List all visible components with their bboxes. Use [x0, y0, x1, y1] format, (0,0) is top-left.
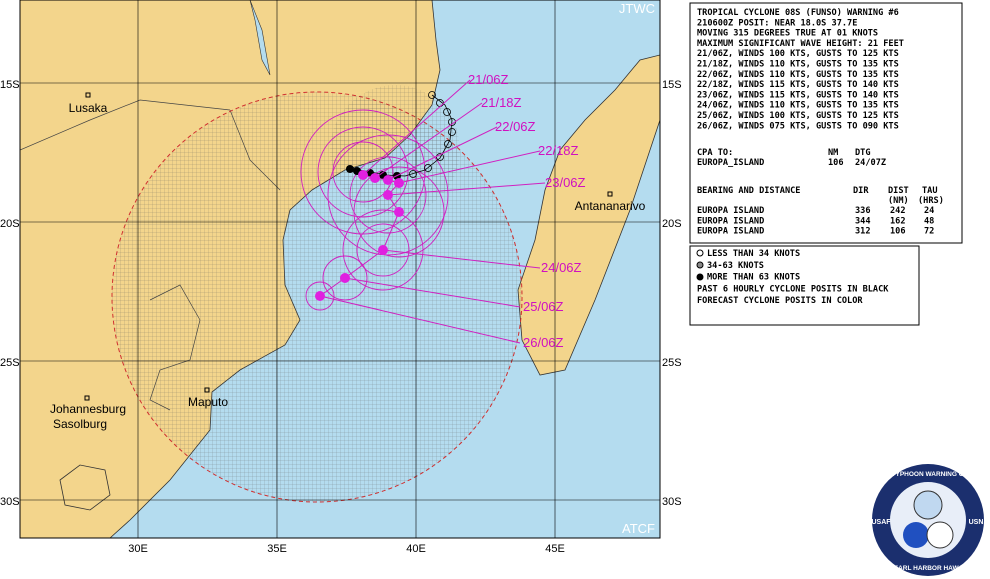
bearing-header: TAU — [922, 186, 938, 196]
legend-symbol — [696, 261, 704, 269]
bearing-cell: EUROPA ISLAND — [697, 227, 764, 237]
warning-line: 21/18Z, WINDS 110 KTS, GUSTS TO 135 KTS — [697, 60, 899, 70]
legend-line: FORECAST CYCLONE POSITS IN COLOR — [697, 296, 863, 306]
lon-label: 40E — [406, 543, 426, 555]
agency-label: ATCF — [622, 521, 655, 536]
lon-label: 35E — [267, 543, 287, 555]
cpa-cell: EUROPA_ISLAND — [697, 158, 764, 168]
track-label: 24/06Z — [541, 260, 582, 275]
warning-line: TROPICAL CYCLONE 08S (FUNSO) WARNING #6 — [697, 8, 899, 18]
bearing-cell: EUROPA ISLAND — [697, 216, 764, 226]
bearing-cell: EUROPA ISLAND — [697, 206, 764, 216]
bearing-cell: 24 — [924, 206, 934, 216]
cpa-header: NM — [828, 148, 838, 158]
city-label: Johannesburg — [50, 402, 126, 416]
cpa-header: DTG — [855, 148, 871, 158]
bearing-unit: (HRS) — [918, 196, 944, 206]
grid — [20, 0, 660, 538]
city-label: Lusaka — [69, 101, 108, 115]
bearing-header: DIST — [888, 186, 909, 196]
warning-line: 25/06Z, WINDS 100 KTS, GUSTS TO 125 KTS — [697, 111, 899, 121]
track-label: 26/06Z — [523, 335, 564, 350]
bearing-cell: 48 — [924, 216, 934, 226]
seal-text: USAF — [871, 519, 891, 526]
bearing-header: DIR — [853, 186, 869, 196]
lon-label: 30E — [128, 543, 148, 555]
warning-line: 210600Z POSIT: NEAR 18.0S 37.7E — [697, 18, 857, 28]
cpa-header: CPA TO: — [697, 148, 733, 158]
legend-line: LESS THAN 34 KNOTS — [707, 249, 800, 259]
seal: JOINT TYPHOON WARNING CENTER PEARL HARBO… — [871, 464, 986, 576]
warning-line: MOVING 315 DEGREES TRUE AT 01 KNOTS — [697, 29, 878, 39]
map-frame — [19, 0, 661, 539]
track-label: 22/18Z — [538, 143, 579, 158]
bearing-header: BEARING AND DISTANCE — [697, 186, 800, 196]
border — [59, 464, 111, 511]
map — [20, 0, 660, 538]
track-label: 25/06Z — [523, 299, 564, 314]
bearing-cell: 312 — [855, 227, 871, 237]
bearing-cell: 344 — [855, 216, 871, 226]
track-label: 23/06Z — [545, 175, 586, 190]
legend-line: MORE THAN 63 KNOTS — [707, 273, 800, 283]
lat-label: 30S — [0, 496, 20, 508]
lat-label: 20S — [662, 218, 682, 230]
wind-rings — [300, 109, 449, 311]
legend-line: PAST 6 HOURLY CYCLONE POSITS IN BLACK — [697, 284, 889, 294]
city-label: Antananarivo — [575, 199, 646, 213]
warning-line: 26/06Z, WINDS 075 KTS, GUSTS TO 090 KTS — [697, 121, 899, 131]
warning-line: 22/06Z, WINDS 110 KTS, GUSTS TO 135 KTS — [697, 70, 899, 80]
lat-label: 15S — [662, 79, 682, 91]
warning-line: 23/06Z, WINDS 115 KTS, GUSTS TO 140 KTS — [697, 90, 899, 100]
legend-line: 34-63 KNOTS — [707, 261, 764, 271]
warning-line: MAXIMUM SIGNIFICANT WAVE HEIGHT: 21 FEET — [697, 39, 904, 49]
lat-label: 25S — [662, 357, 682, 369]
forecast-posits — [315, 170, 404, 301]
lat-label: 20S — [0, 218, 20, 230]
warning-panel — [689, 2, 963, 244]
seal-text: PEARL HARBOR HAWAII — [889, 565, 966, 572]
legend-panel — [689, 245, 920, 326]
track-label: 21/18Z — [481, 95, 522, 110]
track-label: 21/06Z — [468, 72, 509, 87]
city-label: Sasolburg — [53, 417, 107, 431]
legend-symbol — [696, 273, 704, 281]
seal-text: JOINT TYPHOON WARNING CENTER — [871, 471, 986, 478]
lat-label: 15S — [0, 79, 20, 91]
bearing-cell: 242 — [890, 206, 906, 216]
warning-line: 21/06Z, WINDS 100 KTS, GUSTS TO 125 KTS — [697, 49, 899, 59]
track-label: 22/06Z — [495, 119, 536, 134]
city-markers — [84, 92, 613, 401]
bearing-unit: (NM) — [888, 196, 909, 206]
bearing-cell: 336 — [855, 206, 871, 216]
city-label: Maputo — [188, 395, 228, 409]
seal-text: USN — [969, 519, 984, 526]
lat-label: 25S — [0, 357, 20, 369]
bearing-cell: 72 — [924, 227, 934, 237]
warning-line: 22/18Z, WINDS 115 KTS, GUSTS TO 140 KTS — [697, 80, 899, 90]
cpa-cell: 24/07Z — [855, 158, 886, 168]
bearing-cell: 106 — [890, 227, 906, 237]
lat-label: 30S — [662, 496, 682, 508]
warning-line: 24/06Z, WINDS 110 KTS, GUSTS TO 135 KTS — [697, 101, 899, 111]
cpa-cell: 106 — [828, 158, 844, 168]
lon-label: 45E — [545, 543, 565, 555]
legend-symbol — [696, 249, 704, 257]
lake — [249, 0, 271, 76]
agency-label: JTWC — [619, 1, 655, 16]
bearing-cell: 162 — [890, 216, 906, 226]
